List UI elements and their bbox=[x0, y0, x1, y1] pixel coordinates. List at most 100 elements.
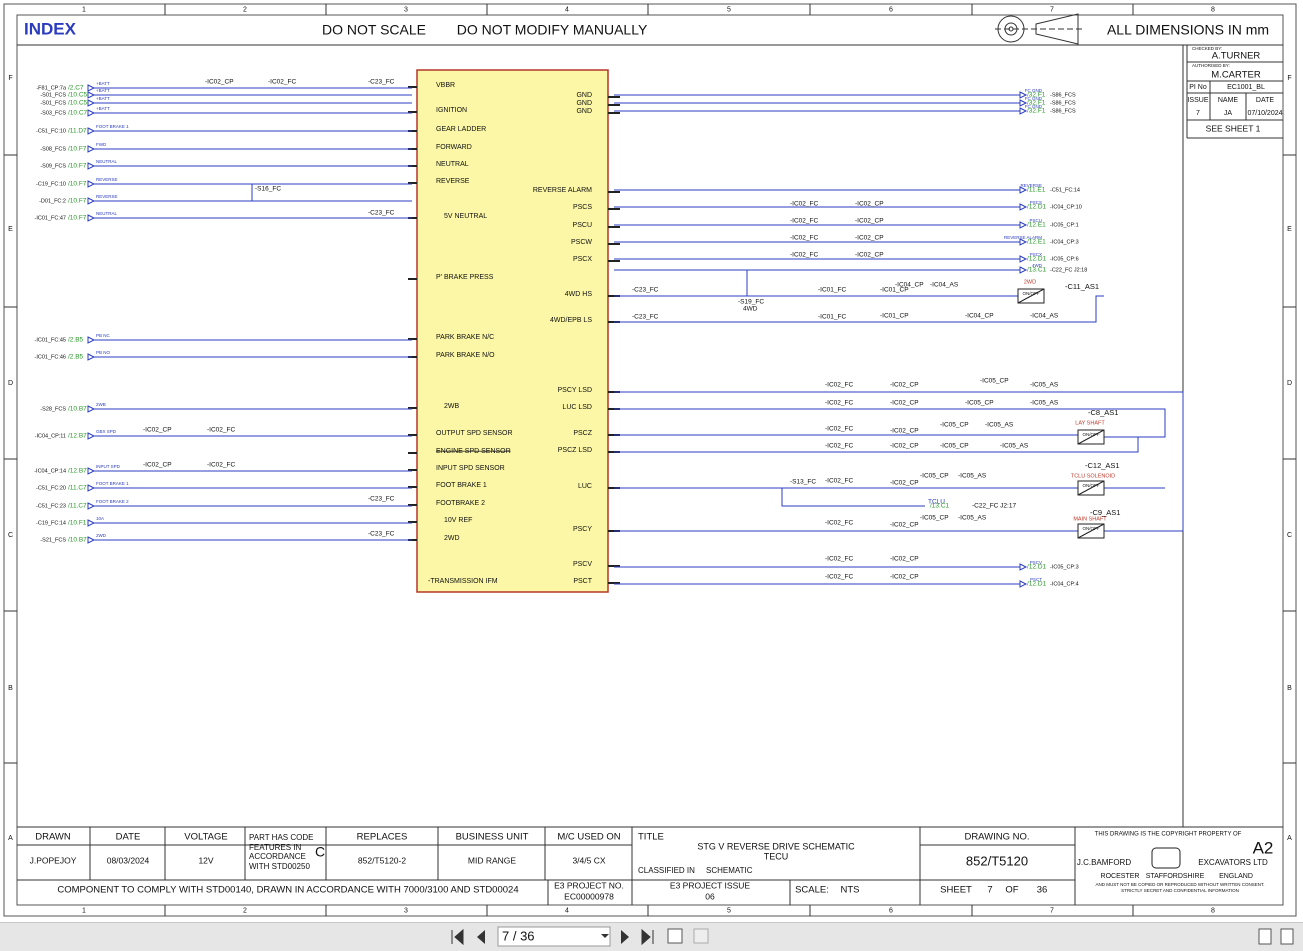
first-page[interactable] bbox=[451, 928, 464, 946]
wire-signal: PB NC bbox=[96, 333, 111, 338]
label: VOLTAGE bbox=[184, 832, 227, 843]
next-page[interactable] bbox=[621, 930, 629, 944]
see-sheet: SEE SHEET 1 bbox=[1206, 123, 1261, 133]
wire-ref: /12.D1 bbox=[1027, 564, 1047, 571]
pin-label: PARK BRAKE N/C bbox=[436, 334, 494, 341]
connector-label: -IC05_AS bbox=[1030, 382, 1059, 389]
arrow bbox=[87, 145, 96, 153]
toolbar-icons: 7 / 36 bbox=[451, 926, 1294, 947]
wire-dest: -IC04_CP:3 bbox=[1050, 239, 1079, 245]
scale: NTS bbox=[841, 885, 860, 896]
wire-ref: /10.F7 bbox=[68, 181, 87, 188]
wire-signal: +BATT bbox=[96, 106, 110, 111]
arrow bbox=[1019, 186, 1028, 194]
connector-label: -IC02_FC bbox=[790, 252, 818, 259]
wire-ref: /10.F1 bbox=[68, 520, 87, 527]
wire-ref: /32.F1 bbox=[1027, 100, 1046, 107]
pin-label: PSCY LSD bbox=[558, 387, 593, 394]
arrow bbox=[87, 162, 96, 170]
title-block-lines bbox=[17, 826, 1283, 905]
wire-ref: /10.B7 bbox=[68, 406, 87, 413]
code-class: C bbox=[315, 844, 325, 860]
last-page[interactable] bbox=[641, 928, 654, 946]
code-note: PART HAS CODE bbox=[249, 833, 313, 842]
wire-source: -D01_FC:2 bbox=[39, 198, 66, 204]
page-dropdown[interactable] bbox=[601, 934, 609, 938]
wire-ref: /12.D1 bbox=[1027, 256, 1047, 263]
arrow bbox=[87, 519, 96, 527]
wire bbox=[614, 391, 1184, 532]
wire-ref: /10.C5 bbox=[68, 100, 88, 107]
arrow bbox=[87, 84, 96, 92]
component-name: -C8_AS1 bbox=[1088, 408, 1118, 417]
column-number: 2 bbox=[243, 6, 247, 13]
connector-label: -C23_FC bbox=[368, 79, 395, 86]
drawing-title: STG V REVERSE DRIVE SCHEMATIC bbox=[697, 841, 855, 851]
component-function: 2WD bbox=[1024, 279, 1036, 285]
wire-source: -C51_FC:10 bbox=[36, 128, 66, 134]
page-input[interactable] bbox=[497, 926, 611, 947]
pin-label: REVERSE bbox=[436, 178, 470, 185]
arrow bbox=[1019, 563, 1028, 571]
connector-label: -IC04_CP bbox=[965, 313, 994, 320]
single-page[interactable] bbox=[1258, 928, 1272, 945]
pin-label: 4WD/EPB LS bbox=[550, 317, 592, 324]
connector-label: -IC02_FC bbox=[825, 400, 853, 407]
column-number: 8 bbox=[1211, 907, 1215, 914]
wire-signal: +BATT bbox=[96, 88, 110, 93]
fit-page[interactable] bbox=[667, 928, 683, 944]
wire-signal: FOOT BRAKE 2 bbox=[96, 499, 129, 504]
label: DATE bbox=[1256, 97, 1274, 104]
pin-label: PSCS bbox=[573, 204, 592, 211]
revision-panel bbox=[1182, 45, 1283, 827]
copyright: THIS DRAWING IS THE COPYRIGHT PROPERTY O… bbox=[1095, 832, 1242, 838]
pin-label: GEAR LADDER bbox=[436, 126, 486, 133]
pin-label: PSCZ LSD bbox=[558, 447, 592, 454]
fit-width[interactable] bbox=[693, 928, 709, 944]
wire-signal: PB NO bbox=[96, 350, 111, 355]
projection-symbol bbox=[995, 13, 1085, 45]
wire-dest: -C22_FC J2:18 bbox=[1050, 267, 1087, 273]
connector-label: -C22_FC J2:17 bbox=[972, 503, 1016, 510]
pin-label: PSCW bbox=[571, 239, 592, 246]
wire-source: -IC01_FC:45 bbox=[35, 337, 67, 343]
wire-signal: PSCX bbox=[1030, 252, 1042, 257]
connector-label: -IC01_CP bbox=[880, 313, 909, 320]
wire-signal: GBX SPD bbox=[96, 429, 117, 434]
arrow bbox=[87, 109, 96, 117]
sheet: 7 bbox=[987, 885, 992, 896]
column-number: 4 bbox=[565, 6, 569, 13]
wire bbox=[614, 437, 1139, 453]
wire-source: -S03_FCS bbox=[40, 110, 66, 116]
connector-label: -IC04_AS bbox=[1030, 313, 1059, 320]
arrow bbox=[1019, 99, 1028, 107]
label: PI No bbox=[1189, 84, 1207, 91]
pin-label: NEUTRAL bbox=[436, 161, 469, 168]
voltage: 12V bbox=[198, 855, 213, 865]
wire-signal: PSCT bbox=[1030, 577, 1042, 582]
actuator-diag bbox=[1017, 288, 1045, 304]
pin-label: IGNITION bbox=[436, 107, 467, 114]
pin-label: GND bbox=[576, 100, 592, 107]
pin-label: 2WD bbox=[444, 535, 460, 542]
classified: SCHEMATIC bbox=[706, 866, 753, 875]
connector-label: -IC02_CP bbox=[890, 556, 919, 563]
wire-signal: FC GND bbox=[1025, 104, 1043, 109]
e3-project-issue: 06 bbox=[705, 891, 715, 901]
row-letter: A bbox=[1287, 835, 1292, 842]
wire-ref: /11.E1 bbox=[1027, 187, 1046, 194]
row-letter: C bbox=[8, 532, 13, 539]
arrow bbox=[87, 536, 96, 544]
connector-label: -IC02_CP bbox=[890, 428, 919, 435]
connector-label: -IC02_CP bbox=[855, 235, 884, 242]
address: STAFFORDSHIRE bbox=[1146, 873, 1205, 880]
connector-label: -IC02_CP bbox=[890, 400, 919, 407]
connector-label: -IC02_CP bbox=[143, 427, 172, 434]
pin-label: LUC LSD bbox=[562, 404, 592, 411]
prev-page[interactable] bbox=[477, 930, 485, 944]
continuous[interactable] bbox=[1280, 928, 1294, 945]
e3-project-no: EC00000978 bbox=[564, 891, 614, 901]
dimensions-note: ALL DIMENSIONS IN mm bbox=[1107, 22, 1269, 38]
row-letter: C bbox=[1287, 532, 1292, 539]
drawing-no: 852/T5120 bbox=[966, 853, 1028, 868]
